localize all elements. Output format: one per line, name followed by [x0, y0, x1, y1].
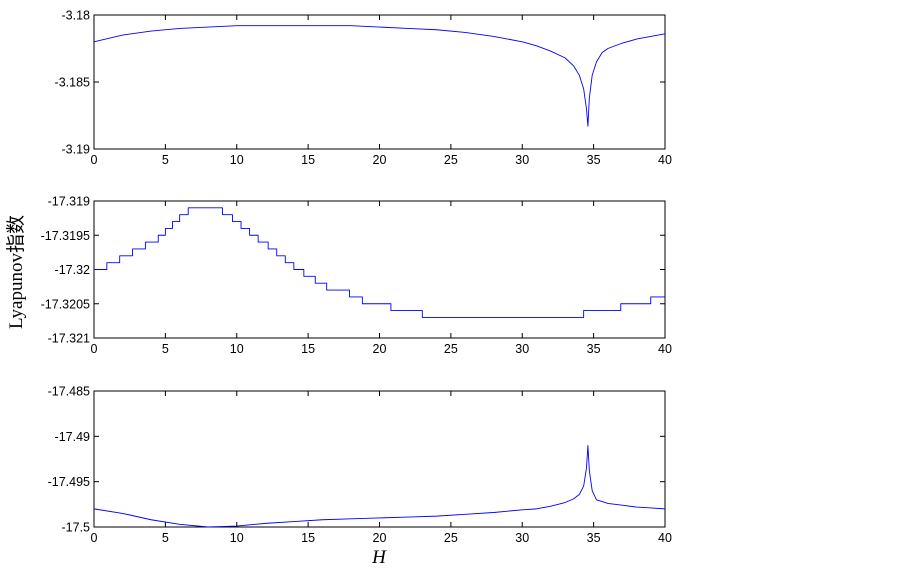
x-axis-label: H: [371, 547, 387, 568]
x-tick-label: 20: [373, 531, 387, 545]
series-line: [93, 444, 666, 528]
x-tick-label: 35: [587, 531, 601, 545]
x-tick-label: 0: [91, 153, 98, 167]
x-tick-label: 20: [373, 342, 387, 356]
x-tick-label: 0: [91, 342, 98, 356]
y-tick-label: -3.185: [55, 76, 90, 90]
x-tick-label: 5: [162, 342, 169, 356]
y-tick-label: -17.32: [55, 263, 90, 277]
x-tick-label: 0: [91, 531, 98, 545]
x-tick-label: 15: [301, 531, 315, 545]
y-tick-label: -3.18: [62, 9, 91, 23]
y-tick-label: -17.485: [48, 385, 90, 399]
x-tick-label: 30: [515, 531, 529, 545]
x-tick-label: 25: [444, 342, 458, 356]
y-tick-label: -17.3205: [41, 297, 90, 311]
x-tick-label: 10: [230, 153, 244, 167]
y-tick-label: -17.319: [48, 195, 90, 209]
x-tick-label: 40: [658, 153, 672, 167]
x-tick-label: 30: [515, 153, 529, 167]
series-line: [94, 207, 665, 318]
x-tick-label: 15: [301, 342, 315, 356]
y-tick-label: -17.5: [62, 521, 91, 535]
series-line: [93, 25, 666, 127]
x-tick-label: 40: [658, 531, 672, 545]
y-tick-label: -17.49: [55, 430, 90, 444]
x-tick-label: 10: [230, 531, 244, 545]
x-tick-label: 10: [230, 342, 244, 356]
x-tick-label: 5: [162, 153, 169, 167]
subplot-2: 0 5 10 15 20 25 30 35 40 -17.321 -17.3205 -17.32 -17…: [41, 195, 672, 357]
y-tick-label: -17.321: [48, 332, 90, 346]
x-tick-label: 40: [658, 342, 672, 356]
x-tick-label: 5: [162, 531, 169, 545]
x-tick-label: 25: [444, 531, 458, 545]
x-tick-label: 35: [587, 342, 601, 356]
x-tick-label: 15: [301, 153, 315, 167]
y-tick-label: -17.495: [48, 475, 90, 489]
x-tick-label: 30: [515, 342, 529, 356]
y-tick-label: -3.19: [62, 143, 91, 157]
x-tick-label: 20: [373, 153, 387, 167]
subplot-1: 0 5 10 15 20 25 30 35 40 -3.19 -3.185 -3.18: [55, 9, 672, 168]
plot-frame: [93, 390, 666, 528]
y-axis-label: Lyapunov指数: [5, 215, 27, 329]
y-tick-label: -17.3195: [41, 229, 90, 243]
x-tick-label: 35: [587, 153, 601, 167]
subplot-3: 0 5 10 15 20 25 30 35 40 -17.5 -17.495 -17.49 -17.48…: [48, 385, 672, 546]
x-tick-label: 25: [444, 153, 458, 167]
plot-frame: [93, 14, 666, 150]
